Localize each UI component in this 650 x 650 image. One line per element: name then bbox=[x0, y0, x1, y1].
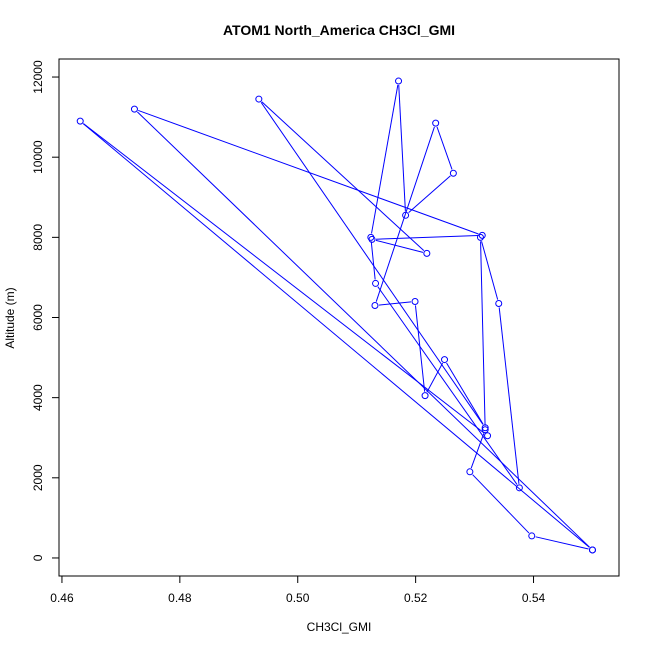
y-tick-label: 2000 bbox=[31, 464, 45, 491]
plot-frame bbox=[58, 58, 620, 577]
series-segment bbox=[498, 307, 520, 484]
series-segment bbox=[138, 109, 479, 235]
data-point bbox=[495, 299, 503, 307]
series-segment bbox=[436, 126, 453, 170]
data-point bbox=[588, 546, 596, 554]
data-point bbox=[255, 95, 263, 103]
series-segment bbox=[481, 241, 499, 300]
chart-title: ATOM1 North_America CH3Cl_GMI bbox=[223, 22, 455, 38]
data-point bbox=[432, 119, 440, 127]
series-segment bbox=[470, 433, 485, 469]
series-segment bbox=[408, 175, 451, 214]
x-tick-label: 0.48 bbox=[168, 591, 192, 605]
data-point bbox=[478, 231, 486, 239]
x-tick-label: 0.52 bbox=[404, 591, 428, 605]
data-point bbox=[515, 484, 523, 492]
data-point bbox=[466, 468, 474, 476]
data-point bbox=[528, 532, 536, 540]
series-segment bbox=[377, 286, 518, 485]
series-segment bbox=[82, 123, 590, 548]
series-segment bbox=[398, 85, 406, 212]
data-point bbox=[423, 249, 431, 257]
y-tick-label: 6000 bbox=[31, 304, 45, 331]
series-segment bbox=[370, 241, 376, 280]
series-segment bbox=[261, 101, 425, 252]
series-segment bbox=[136, 111, 590, 548]
y-tick-label: 10000 bbox=[31, 140, 45, 174]
series-segment bbox=[375, 239, 424, 253]
x-tick-label: 0.46 bbox=[50, 591, 74, 605]
data-point bbox=[395, 77, 403, 85]
y-axis: 0 2000 4000 6000 8000 10000 12000 bbox=[31, 60, 60, 561]
y-tick-label: 4000 bbox=[31, 384, 45, 411]
data-point bbox=[76, 117, 84, 125]
data-point bbox=[368, 235, 376, 243]
data-point bbox=[130, 105, 138, 113]
data-point bbox=[441, 356, 449, 364]
x-axis-label: CH3Cl_GMI bbox=[307, 620, 372, 634]
series-segment bbox=[414, 305, 426, 392]
series-segment bbox=[446, 362, 484, 425]
series-segment bbox=[480, 241, 486, 426]
y-axis-label: Altitude (m) bbox=[3, 287, 17, 348]
x-axis: 0.46 0.48 0.50 0.52 0.54 bbox=[50, 575, 546, 605]
series-segment bbox=[371, 84, 399, 234]
y-tick-label: 8000 bbox=[31, 224, 45, 251]
x-tick-label: 0.54 bbox=[522, 591, 546, 605]
data-point bbox=[372, 279, 380, 287]
data-point bbox=[484, 432, 492, 440]
data-point bbox=[481, 424, 489, 432]
series-segment bbox=[378, 301, 412, 306]
series-segment bbox=[375, 234, 479, 240]
series-segment bbox=[375, 126, 435, 302]
data-point bbox=[421, 392, 429, 400]
data-point bbox=[371, 301, 379, 309]
series-segment bbox=[535, 536, 589, 550]
series-segment bbox=[426, 362, 444, 393]
data-point bbox=[411, 297, 419, 305]
series-layer bbox=[76, 77, 596, 554]
y-tick-label: 12000 bbox=[31, 60, 45, 94]
data-point bbox=[481, 426, 489, 434]
data-point bbox=[449, 169, 457, 177]
series-segment bbox=[260, 102, 484, 425]
data-point bbox=[476, 233, 484, 241]
series-segment bbox=[472, 474, 530, 534]
x-tick-label: 0.50 bbox=[286, 591, 310, 605]
series-segment bbox=[83, 123, 485, 434]
y-tick-label: 0 bbox=[31, 554, 45, 561]
data-point bbox=[402, 211, 410, 219]
